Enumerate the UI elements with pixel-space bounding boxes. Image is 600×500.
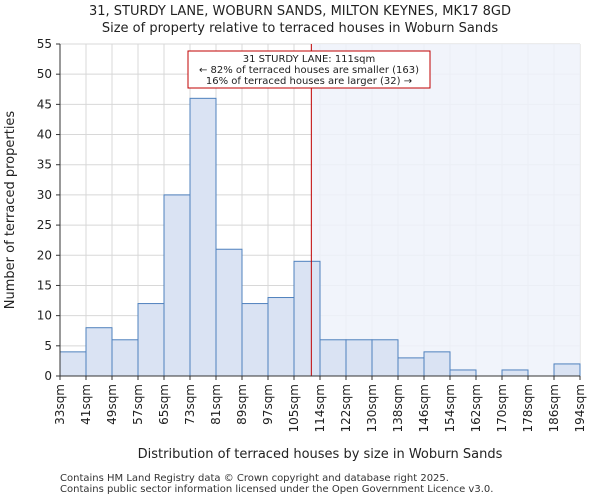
x-tick-label: 97sqm [261,384,275,425]
chart-title-line2: Size of property relative to terraced ho… [101,21,499,36]
y-tick-label: 15 [37,278,52,292]
footer-licence: Contains public sector information licen… [60,484,494,495]
annotation-line-3: 16% of terraced houses are larger (32) → [206,76,412,87]
y-tick-label: 55 [37,37,52,51]
x-tick-label: 41sqm [79,384,93,425]
histogram-bar [371,339,399,377]
y-tick-label: 50 [37,67,52,81]
x-tick-label: 130sqm [365,384,379,432]
y-tick-label: 0 [44,369,52,383]
y-tick-label: 20 [37,248,52,262]
bars-layer [59,97,581,377]
histogram-bar [137,303,165,377]
y-tick-labels: 0 5 10 15 20 25 30 35 40 45 50 55 [37,37,52,383]
annotation-box: 31 STURDY LANE: 111sqm ← 82% of terraced… [187,50,431,89]
histogram-bar [319,339,347,377]
histogram-bar [423,351,451,377]
y-tick-label: 35 [37,158,52,172]
x-tick-label: 178sqm [521,384,535,432]
histogram-bar [59,351,87,377]
histogram-bar [397,357,425,377]
x-tick-label: 162sqm [469,384,483,432]
x-tick-label: 146sqm [417,384,431,432]
histogram-bar [189,97,217,377]
x-tick-label: 170sqm [495,384,509,432]
y-tick-label: 25 [37,218,52,232]
x-tick-label: 194sqm [573,384,587,432]
annotation-border [187,50,431,89]
histogram-bar [293,260,321,377]
x-tick-label: 105sqm [287,384,301,432]
x-tick-label: 186sqm [547,384,561,432]
histogram-bar [501,369,529,377]
footer-copyright: Contains HM Land Registry data © Crown c… [60,473,449,484]
histogram-bar [241,303,269,377]
histogram-bar [111,339,139,377]
x-axis-label: Distribution of terraced houses by size … [138,447,503,462]
histogram-bar [85,327,113,377]
y-axis-label: Number of terraced properties [3,111,18,310]
larger-properties-region [311,44,580,376]
axes-layer [56,43,581,380]
y-tick-label: 30 [37,188,52,202]
y-tick-label: 10 [37,309,52,323]
x-tick-label: 89sqm [235,384,249,425]
x-tick-labels: 33sqm 41sqm 49sqm 57sqm 65sqm 73sqm 81sqm 89sqm… [53,384,587,432]
x-tick-label: 138sqm [391,384,405,432]
x-tick-label: 57sqm [131,384,145,425]
x-tick-label: 33sqm [53,384,67,425]
x-tick-label: 65sqm [157,384,171,425]
chart-title-line1: 31, STURDY LANE, WOBURN SANDS, MILTON KE… [88,4,512,19]
annotation-line-1: 31 STURDY LANE: 111sqm [243,54,375,65]
x-tick-label: 73sqm [183,384,197,425]
histogram-bar [449,369,477,377]
x-tick-label: 114sqm [313,384,327,432]
x-tick-label: 154sqm [443,384,457,432]
histogram-bar [553,363,581,377]
histogram-bar [345,339,373,377]
y-tick-label: 40 [37,128,52,142]
histogram-bar [163,194,191,377]
x-tick-label: 122sqm [339,384,353,432]
histogram-bar [267,297,295,377]
annotation-line-2: ← 82% of terraced houses are smaller (16… [199,65,419,76]
y-tick-label: 45 [37,97,52,111]
x-tick-label: 49sqm [105,384,119,425]
histogram-chart: 31 STURDY LANE: 111sqm ← 82% of terraced… [3,37,587,462]
x-tick-label: 81sqm [209,384,223,425]
histogram-bar [215,248,243,377]
y-tick-label: 5 [44,339,52,353]
